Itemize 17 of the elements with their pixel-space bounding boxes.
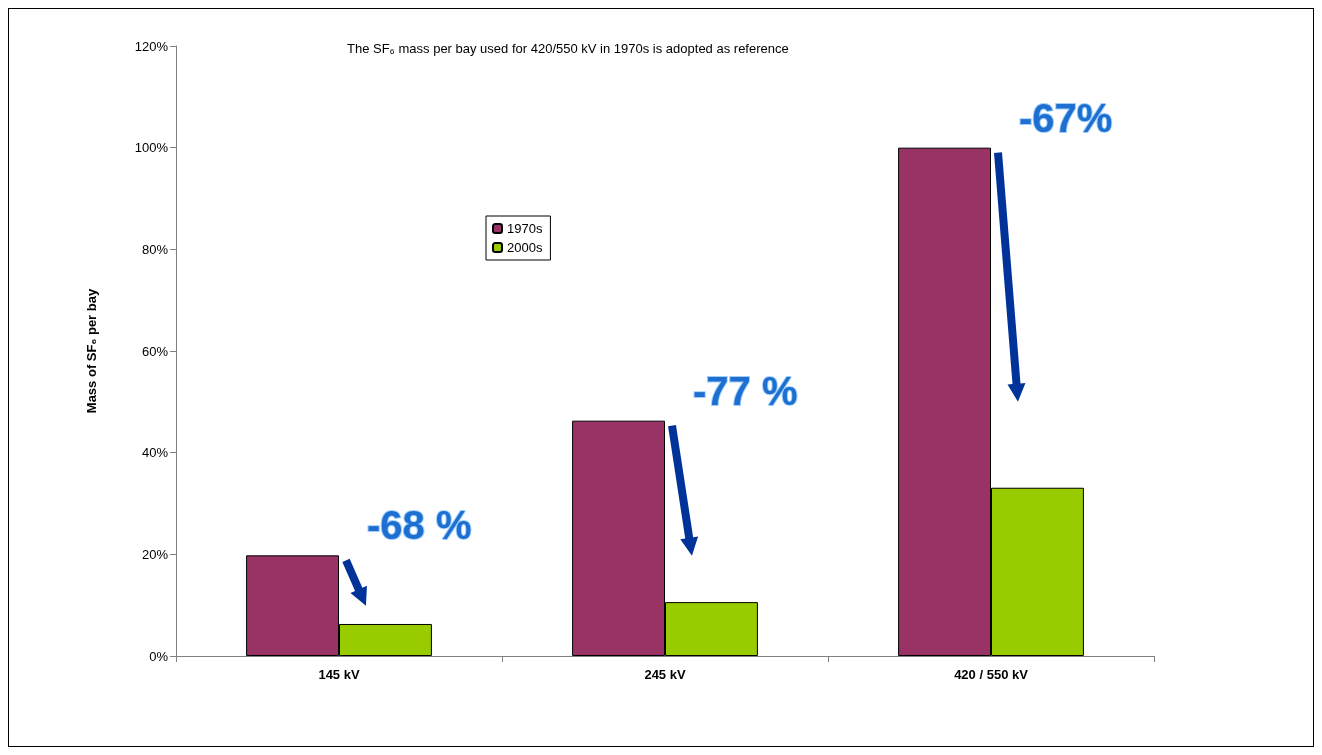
y-tick-label: 40% — [141, 445, 169, 461]
y-tick-label: 20% — [141, 546, 169, 562]
x-tick-label: 145 kV — [318, 667, 360, 682]
annotation: -77 % — [693, 368, 798, 413]
y-axis-title: Mass of SF₆ per bay — [84, 288, 99, 414]
legend-label: 1970s — [507, 221, 543, 236]
legend-label: 2000s — [507, 240, 543, 255]
x-tick-label: 245 kV — [644, 667, 686, 682]
y-tick-label: 60% — [141, 343, 169, 359]
annotation: -67% — [1019, 95, 1113, 140]
y-tick-label: 80% — [141, 241, 169, 257]
y-tick-label: 120% — [134, 38, 169, 54]
x-tick-label: 420 / 550 kV — [954, 667, 1029, 682]
annotation: -68 % — [367, 503, 472, 548]
y-tick-label: 100% — [134, 140, 169, 156]
y-tick-label: 0% — [149, 648, 169, 664]
chart-title: The SF₆ mass per bay used for 420/550 kV in 1970s is adopted as reference — [347, 41, 789, 56]
